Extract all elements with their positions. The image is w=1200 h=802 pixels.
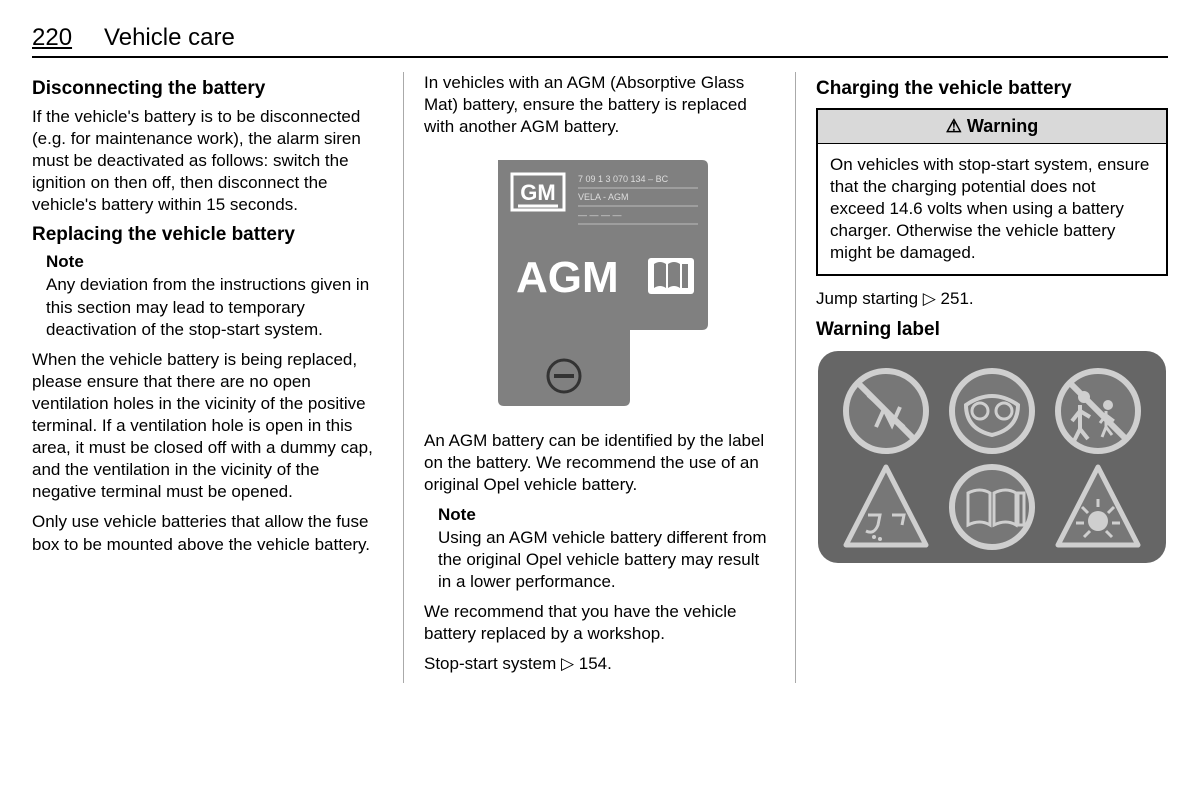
read-manual-icon [952, 467, 1032, 547]
note-label: Note [46, 252, 383, 272]
note-body: Using an AGM vehicle battery different f… [438, 527, 775, 593]
page-header: 220 Vehicle care [32, 24, 1168, 58]
para-ventilation: When the vehicle battery is being replac… [32, 349, 383, 504]
warning-header: ⚠ Warning [818, 110, 1166, 144]
para-identify: An AGM battery can be identified by the … [424, 430, 775, 496]
xref-stopstart: Stop-start system ▷ 154. [424, 653, 775, 675]
no-spark-icon [846, 371, 926, 451]
note-stopstart: Note Any deviation from the instructions… [32, 252, 383, 340]
xref-jump-starting: Jump starting ▷ 251. [816, 288, 1168, 310]
note-label: Note [438, 505, 775, 525]
agm-label-icon: GM 7 09 1 3 070 134 – BC VELA - AGM — — … [490, 152, 710, 412]
column-2: In vehicles with an AGM (Absorptive Glas… [424, 72, 775, 683]
heading-warning-label: Warning label [816, 319, 1168, 341]
svg-text:VELA - AGM: VELA - AGM [578, 192, 629, 202]
svg-text:— — — —: — — — — [578, 210, 622, 220]
agm-battery-label-figure: GM 7 09 1 3 070 134 – BC VELA - AGM — — … [424, 152, 775, 412]
eye-protection-icon [952, 371, 1032, 451]
para-fusebox: Only use vehicle batteries that allow th… [32, 511, 383, 555]
column-3: Charging the vehicle battery ⚠ Warning O… [816, 72, 1168, 683]
svg-text:AGM: AGM [516, 253, 619, 302]
warning-body: On vehicles with stop-start system, ensu… [818, 144, 1166, 274]
note-body: Any deviation from the instructions give… [46, 274, 383, 340]
heading-replacing: Replacing the vehicle battery [32, 224, 383, 246]
column-divider [403, 72, 404, 683]
warning-label-figure [816, 349, 1168, 565]
svg-text:GM: GM [520, 180, 555, 205]
chapter-title: Vehicle care [104, 24, 235, 52]
para-disconnect: If the vehicle's battery is to be discon… [32, 106, 383, 216]
para-agm-intro: In vehicles with an AGM (Absorptive Glas… [424, 72, 775, 138]
column-1: Disconnecting the battery If the vehicle… [32, 72, 383, 683]
content-columns: Disconnecting the battery If the vehicle… [32, 72, 1168, 683]
warning-box: ⚠ Warning On vehicles with stop-start sy… [816, 108, 1168, 276]
heading-disconnecting: Disconnecting the battery [32, 78, 383, 100]
warning-label-icon [816, 349, 1168, 565]
svg-text:7 09 1 3 070 134 – BC: 7 09 1 3 070 134 – BC [578, 174, 669, 184]
heading-charging: Charging the vehicle battery [816, 78, 1168, 100]
column-divider [795, 72, 796, 683]
para-workshop: We recommend that you have the vehicle b… [424, 601, 775, 645]
keep-children-away-icon [1058, 371, 1138, 451]
page-number: 220 [32, 24, 72, 52]
note-agm-perf: Note Using an AGM vehicle battery differ… [424, 505, 775, 593]
